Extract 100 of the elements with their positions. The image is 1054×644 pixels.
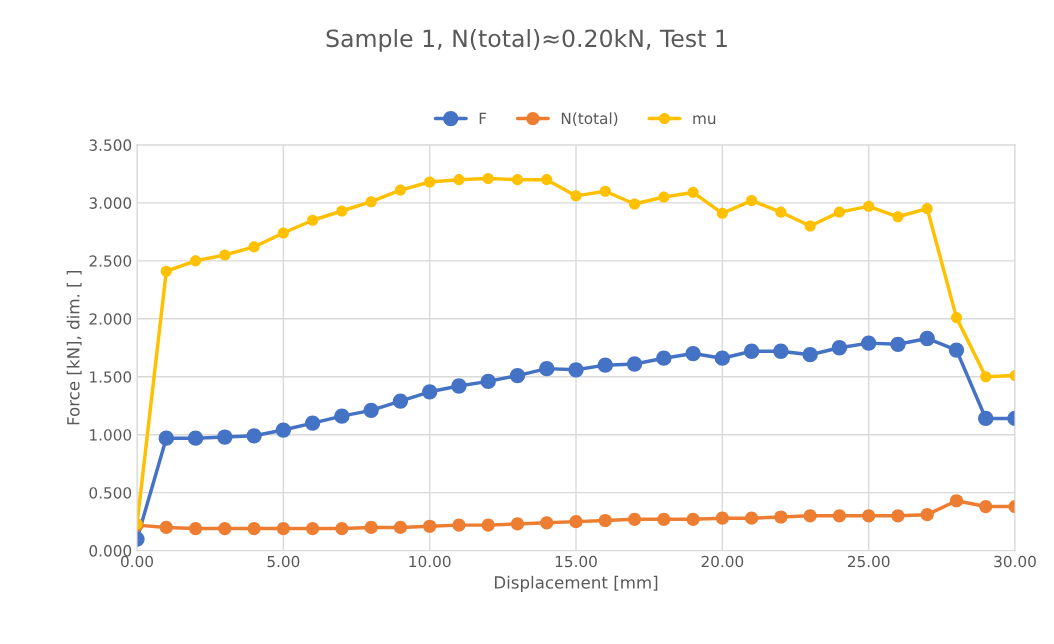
y-tick-label: 0.500 [89,487,132,499]
point [832,509,846,523]
point [190,255,202,267]
x-tick-label: 15.00 [555,555,597,568]
point [481,518,495,532]
point [540,516,554,530]
point [452,518,466,532]
point [892,211,904,223]
y-tick-label: 1.500 [90,371,132,383]
point [686,512,700,526]
point [306,522,320,536]
point [335,522,349,536]
x-tick-label: 20.00 [701,555,744,568]
x-tick-label: 25.00 [847,555,890,568]
point [831,340,848,356]
point [218,522,232,536]
point [599,185,611,197]
point [393,520,408,535]
point [277,227,289,239]
point [657,512,671,526]
point [626,356,643,372]
x-tick-label: 0.00 [121,555,154,568]
point [510,517,525,531]
point [685,345,701,362]
point [890,336,906,352]
point [950,312,963,324]
y-tick-label: 0.000 [89,545,132,557]
point [276,522,290,536]
point [948,342,965,358]
point [628,198,641,210]
point [714,350,730,366]
point [833,206,845,218]
point [480,373,496,390]
point [188,522,203,536]
point [803,509,817,523]
y-tick-label: 3.000 [89,197,132,209]
point [509,367,526,384]
point [804,220,816,232]
point [598,513,612,528]
point [158,430,174,446]
point [364,520,378,535]
point [159,520,173,535]
point [716,207,728,219]
point [304,415,321,431]
point [687,186,699,198]
point [424,176,436,188]
point [656,350,672,366]
point [746,194,758,207]
x-tick-label: 5.00 [267,555,300,568]
point [861,335,877,351]
point [451,378,467,394]
x-tick-label: 10.00 [409,555,451,568]
point [392,393,409,409]
point [511,174,524,186]
point [187,430,204,446]
point [715,511,729,525]
point [802,347,818,363]
point [627,512,642,526]
x-tick-label: 30.00 [994,555,1036,568]
x-axis-title: Displacement [mm] [494,575,658,592]
point [217,429,233,445]
point [568,362,584,378]
legend-label: N(total) [561,112,618,126]
point [482,172,494,185]
point [160,265,172,277]
y-tick-label: 1.000 [90,429,132,441]
point [394,184,406,196]
point [979,499,993,514]
point [597,357,613,373]
point [307,214,319,226]
point [453,174,465,186]
point [423,519,437,533]
legend-label: mu [693,115,716,125]
point [920,508,934,522]
point [247,522,261,536]
point [773,343,789,359]
point [275,422,291,438]
point [862,509,876,523]
point [745,511,759,525]
y-tick-label: 2.000 [89,313,132,325]
point [658,191,670,203]
point [921,203,933,215]
y-tick-label: 3.500 [89,139,132,151]
point [246,428,262,444]
point [336,205,348,217]
point [743,343,760,359]
legend-label: F [479,112,487,124]
point [919,330,935,347]
point [569,515,583,529]
point [219,249,231,261]
point [978,410,994,427]
point [539,360,555,377]
point [363,402,379,418]
point [334,408,350,424]
point [248,241,260,253]
point [365,196,377,208]
point [570,190,582,202]
point [422,384,438,400]
y-axis-title: Force [kN], dim. [ ] [66,270,82,425]
point [863,200,875,212]
